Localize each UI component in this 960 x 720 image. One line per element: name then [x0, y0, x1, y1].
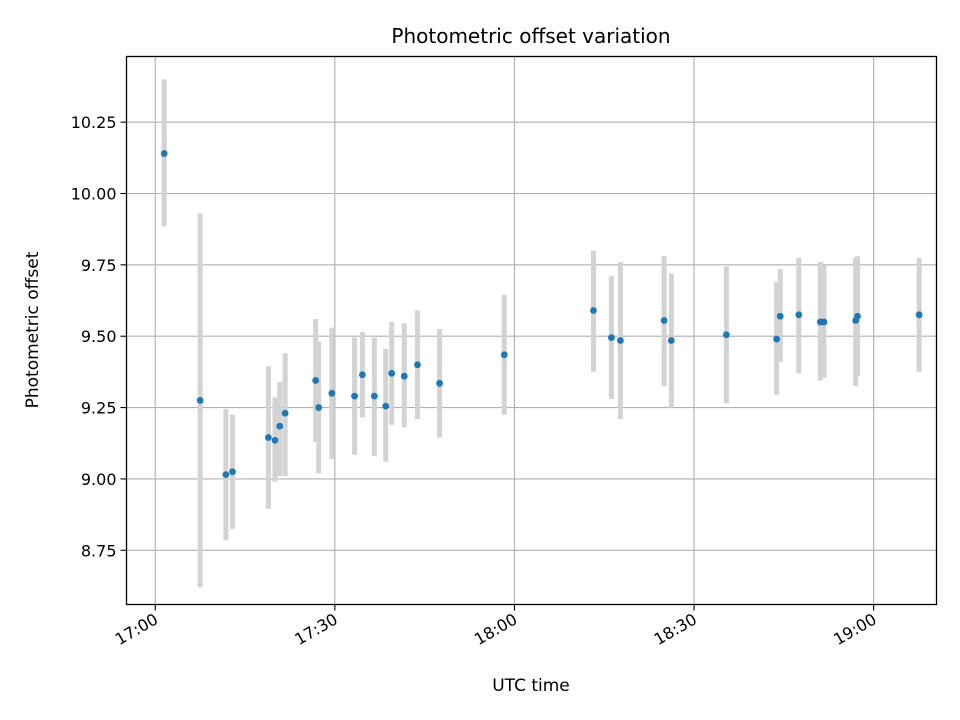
data-point	[264, 434, 272, 441]
error-bars	[161, 79, 922, 588]
data-point	[722, 331, 730, 339]
y-axis-title: Photometric offset	[23, 251, 43, 408]
data-point	[436, 379, 444, 387]
data-point	[281, 409, 289, 417]
x-tick-label: 19:00	[830, 610, 879, 650]
y-tick-label: 9.00	[81, 470, 117, 489]
grid	[126, 56, 937, 605]
data-point	[358, 371, 366, 379]
y-tick-label: 10.00	[71, 185, 117, 204]
data-point	[312, 377, 320, 384]
y-tick-label: 10.25	[71, 113, 117, 132]
data-point	[222, 471, 230, 479]
x-tick-label: 17:30	[291, 610, 340, 650]
y-tick-label: 9.50	[81, 327, 117, 346]
data-point	[608, 334, 615, 342]
data-point	[776, 312, 784, 320]
data-point	[315, 404, 323, 411]
data-point	[500, 351, 508, 359]
data-point	[660, 317, 668, 324]
data-point	[617, 337, 624, 344]
data-point	[854, 312, 861, 320]
data-point	[795, 311, 803, 319]
data-point	[667, 337, 675, 344]
data-point	[773, 335, 781, 343]
data-point	[388, 369, 396, 377]
y-tick-label: 9.75	[81, 256, 117, 275]
data-point	[400, 372, 408, 380]
data-point	[590, 307, 597, 314]
x-axis-title: UTC time	[492, 676, 570, 696]
data-point	[915, 311, 923, 319]
data-point	[414, 361, 421, 369]
x-tick-label: 18:30	[651, 610, 700, 650]
data-point	[196, 397, 204, 404]
data-point	[370, 392, 378, 400]
x-tick-label: 18:00	[471, 610, 520, 650]
data-points	[160, 150, 923, 479]
chart-title: Photometric offset variation	[391, 24, 670, 48]
axes-frame	[125, 55, 938, 606]
y-tick-label: 8.75	[81, 541, 117, 560]
data-point	[229, 468, 236, 476]
data-point	[276, 422, 284, 430]
data-point	[271, 436, 279, 444]
data-point	[160, 150, 168, 157]
x-tick-label: 17:00	[112, 610, 161, 650]
y-tick-label: 9.25	[81, 399, 117, 418]
data-point	[351, 392, 358, 400]
data-point	[382, 402, 390, 410]
data-point	[820, 318, 828, 326]
data-point	[328, 389, 336, 397]
